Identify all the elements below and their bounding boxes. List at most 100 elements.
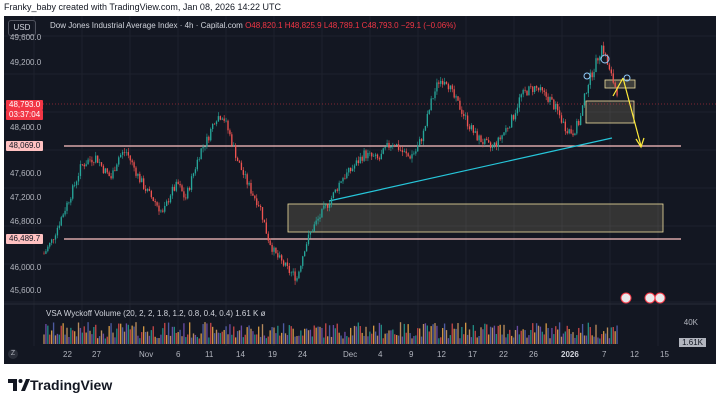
- volume-bar: [443, 323, 446, 344]
- swing-marker-icon: [600, 54, 610, 64]
- volume-bar: [599, 338, 601, 344]
- candle-body: [369, 152, 371, 154]
- candle-body: [382, 148, 384, 154]
- candle-body: [334, 189, 337, 193]
- candle-body: [165, 201, 168, 206]
- volume-bar: [56, 333, 59, 344]
- volume-bar: [355, 326, 358, 344]
- volume-bar: [547, 327, 549, 344]
- volume-bar: [440, 337, 442, 344]
- candle-body: [150, 190, 153, 198]
- volume-bar: [328, 325, 331, 344]
- candle-body: [445, 81, 448, 85]
- candle-body: [244, 174, 246, 175]
- volume-bar: [121, 327, 124, 344]
- chart-canvas[interactable]: [4, 16, 716, 364]
- candle-body: [349, 167, 352, 172]
- volume-bar: [426, 325, 429, 344]
- time-tick: 26: [529, 350, 538, 359]
- volume-bar: [480, 327, 482, 344]
- tradingview-logo-icon: [8, 379, 30, 391]
- volume-bar: [612, 327, 614, 344]
- candle-body: [574, 133, 576, 136]
- volume-bar: [484, 323, 486, 344]
- volume-bar: [150, 330, 153, 344]
- timezone-icon[interactable]: Z: [8, 349, 18, 359]
- volume-bar: [148, 335, 151, 344]
- candle-body: [267, 233, 269, 241]
- candle-body: [194, 169, 197, 174]
- volume-bar: [127, 324, 130, 344]
- candle-body: [555, 104, 557, 110]
- symbol-legend[interactable]: Dow Jones Industrial Average Index · 4h …: [50, 20, 456, 32]
- candle-body: [507, 128, 509, 129]
- candle-body: [142, 178, 145, 189]
- volume-bar: [401, 336, 404, 344]
- volume-bar: [436, 325, 438, 344]
- candle-body: [62, 214, 64, 218]
- volume-bar: [79, 327, 82, 344]
- candle-body: [593, 72, 595, 78]
- candle-body: [441, 80, 444, 85]
- candle-body: [309, 231, 312, 235]
- candle-body: [395, 144, 398, 146]
- volume-bar: [405, 332, 407, 344]
- volume-bar: [407, 324, 409, 344]
- volume-bar: [334, 328, 337, 344]
- candle-body: [185, 197, 187, 199]
- candle-body: [104, 168, 107, 174]
- currency-selector[interactable]: USD: [8, 20, 36, 36]
- volume-bar: [438, 338, 440, 344]
- indicator-legend[interactable]: VSA Wyckoff Volume (20, 2, 2, 1.8, 1.2, …: [46, 309, 266, 319]
- volume-bar: [250, 328, 252, 344]
- volume-bar: [204, 322, 206, 344]
- volume-bar: [256, 334, 258, 344]
- candle-body: [589, 72, 591, 85]
- candle-body: [271, 244, 273, 252]
- candle-body: [386, 142, 388, 148]
- volume-bar: [461, 327, 463, 344]
- candle-body: [468, 126, 471, 130]
- candle-body: [217, 116, 220, 122]
- candle-body: [54, 235, 57, 240]
- volume-bar: [43, 334, 45, 344]
- time-tick: 2026: [561, 350, 579, 359]
- candle-body: [367, 152, 369, 159]
- volume-bar: [135, 322, 137, 344]
- volume-bar: [300, 330, 302, 344]
- volume-bar: [154, 336, 156, 344]
- candle-body: [487, 140, 490, 143]
- current-price-tag: 48,793.0: [6, 100, 44, 110]
- candle-body: [114, 170, 116, 172]
- volume-bar: [434, 323, 436, 344]
- volume-bar: [574, 337, 576, 344]
- chart-pane[interactable]: USD Dow Jones Industrial Average Index ·…: [4, 16, 716, 364]
- candle-body: [123, 152, 126, 153]
- candle-body: [236, 157, 239, 162]
- candle-body: [252, 193, 254, 196]
- candle-body: [100, 162, 103, 166]
- volume-bar: [520, 330, 522, 344]
- volume-bar: [275, 333, 277, 344]
- time-tick: 22: [63, 350, 72, 359]
- candle-body: [171, 186, 174, 196]
- candle-body: [106, 168, 108, 173]
- volume-bar: [348, 337, 350, 344]
- volume-bar: [551, 327, 553, 344]
- volume-bar: [284, 333, 287, 344]
- candle-body: [213, 123, 216, 125]
- candle-body: [68, 202, 70, 204]
- volume-bar: [221, 331, 223, 344]
- candle-body: [353, 165, 356, 169]
- volume-bar: [81, 332, 84, 344]
- demand-zone-lower: [287, 203, 664, 233]
- volume-bar: [516, 325, 519, 344]
- volume-bar: [119, 323, 122, 344]
- volume-bar: [545, 323, 547, 344]
- candle-body: [556, 104, 559, 111]
- candle-body: [108, 172, 110, 177]
- candle-body: [187, 187, 189, 199]
- volume-bar: [503, 324, 505, 344]
- volume-bar: [181, 336, 183, 344]
- volume-bar: [259, 336, 262, 344]
